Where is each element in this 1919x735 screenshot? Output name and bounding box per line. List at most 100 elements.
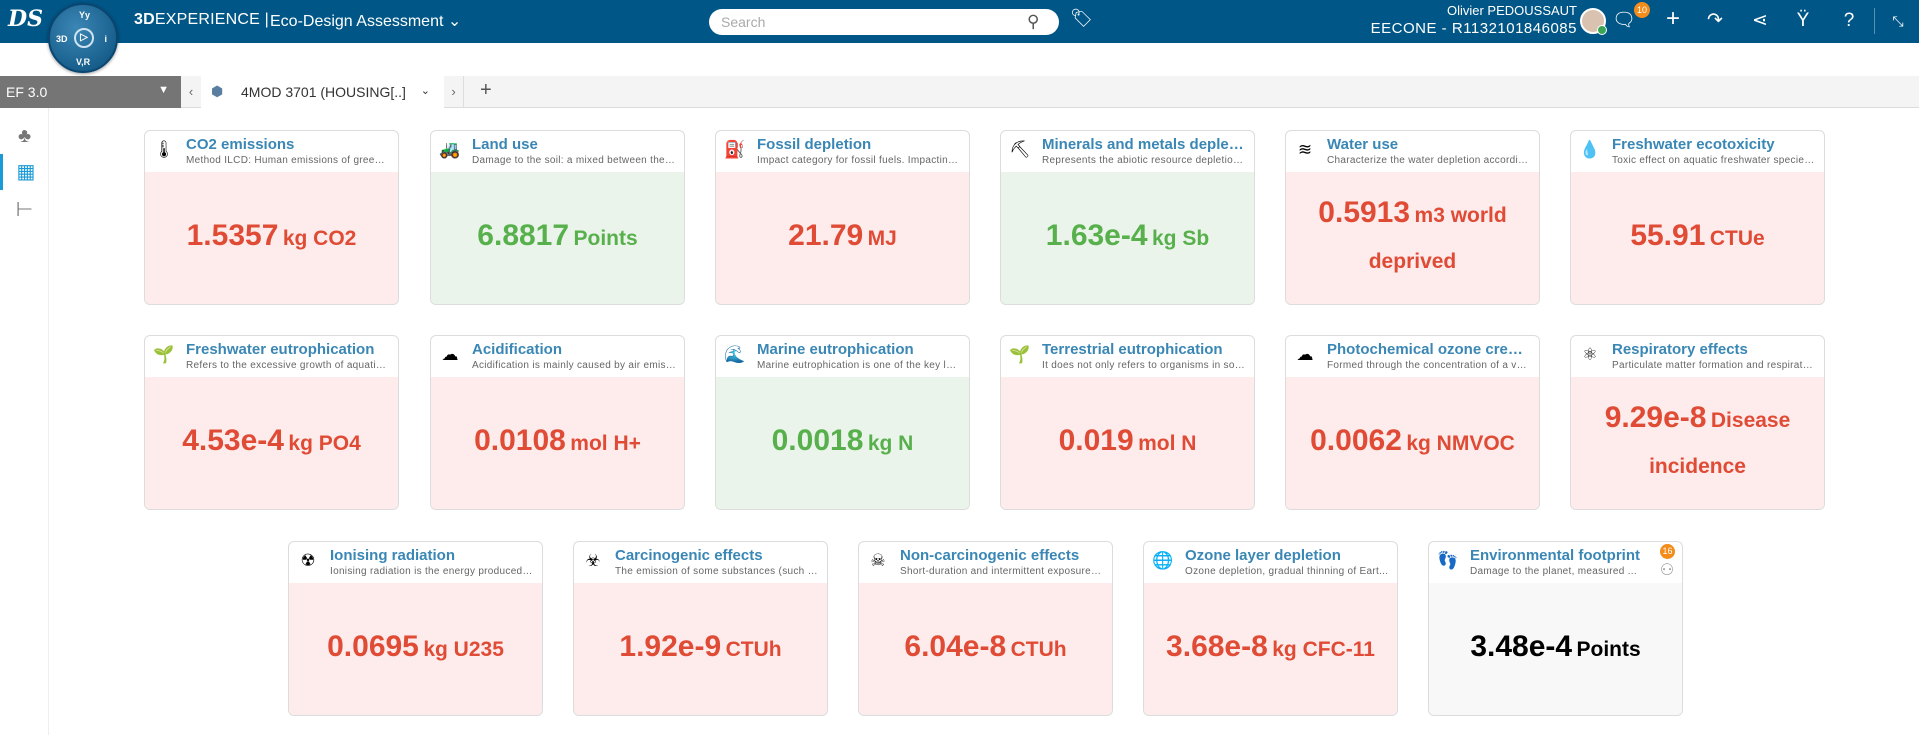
indicator-card[interactable]: ⚛ Respiratory effects Particulate matter… (1570, 335, 1825, 510)
social-share-icon[interactable]: ⋖ (1752, 10, 1768, 31)
tab-prev-button[interactable]: ‹ (188, 84, 194, 99)
compass-right[interactable]: i (104, 34, 107, 44)
card-title[interactable]: Ionising radiation (330, 547, 456, 564)
indicator-card[interactable]: ≋ Water use Characterize the water deple… (1285, 130, 1540, 305)
tree-view-icon[interactable]: ⊢ (15, 199, 34, 221)
indicator-value: 1.92e-9 (619, 629, 722, 663)
card-title[interactable]: Fossil depletion (757, 136, 872, 153)
indicator-card[interactable]: ☁ Photochemical ozone creat... Formed th… (1285, 335, 1540, 510)
card-title[interactable]: Respiratory effects (1612, 341, 1748, 358)
indicator-card[interactable]: 🌡 CO2 emissions Method ILCD: Human emiss… (144, 130, 399, 305)
notifications-icon[interactable]: 🗨 (1612, 10, 1637, 31)
ozone-globe-icon: 🌐 (1152, 551, 1174, 570)
soil-sprout-icon: 🌱 (1009, 345, 1031, 364)
indicator-value: 55.91 (1630, 218, 1706, 252)
indicator-unit: kg CO2 (282, 226, 357, 250)
indicator-card[interactable]: ☠ Non-carcinogenic effects Short-duratio… (858, 541, 1113, 716)
card-title[interactable]: Carcinogenic effects (615, 547, 763, 564)
card-description: Toxic effect on aquatic freshwater speci… (1612, 155, 1816, 166)
card-title[interactable]: Ozone layer depletion (1185, 547, 1341, 564)
indicator-card[interactable]: 🌱 Terrestrial eutrophication It does not… (1000, 335, 1255, 510)
search-box: ⚲ (709, 9, 1059, 35)
app-title-menu[interactable]: Eco-Design Assessment ⌄ (270, 11, 461, 31)
method-select[interactable]: EF 3.0 ▼ (0, 76, 181, 108)
tab-bar: EF 3.0 ▼ ‹ ⬢ 4MOD 3701 (HOUSING[..] ⌄ › + (0, 76, 1919, 108)
indicator-unit: kg Sb (1152, 226, 1210, 250)
card-value-area: 0.5913 m3 world deprived (1286, 172, 1539, 304)
card-title[interactable]: Photochemical ozone creat... (1327, 341, 1531, 358)
avatar[interactable] (1580, 8, 1607, 35)
compass-apps-icon[interactable]: Ÿ (1796, 10, 1810, 31)
indicator-value: 0.0108 (474, 423, 566, 457)
indicator-card[interactable]: 🌐 Ozone layer depletion Ozone depletion,… (1143, 541, 1398, 716)
user-name[interactable]: Olivier PEDOUSSAUT (1446, 3, 1577, 18)
indicator-card[interactable]: ⛏ Minerals and metals deplet... Represen… (1000, 130, 1255, 305)
app-title: Eco-Design Assessment (270, 13, 444, 30)
ozone-cloud-icon: ☁ (1296, 345, 1314, 364)
indicator-card[interactable]: 👣 Environmental footprint Damage to the … (1428, 541, 1683, 716)
card-title[interactable]: Land use (472, 136, 538, 153)
card-value-area: 21.79 MJ (716, 172, 969, 304)
compass-left[interactable]: 3D (56, 34, 68, 44)
card-title[interactable]: Water use (1327, 136, 1399, 153)
indicator-card[interactable]: ☁ Acidification Acidification is mainly … (430, 335, 685, 510)
indicator-card[interactable]: 💧 Freshwater ecotoxicity Toxic effect on… (1570, 130, 1825, 305)
card-title[interactable]: Freshwater ecotoxicity (1612, 136, 1775, 153)
card-value-area: 0.0695 kg U235 (289, 583, 542, 715)
indicator-unit: kg CFC-11 (1272, 637, 1375, 661)
card-header: 🌱 Terrestrial eutrophication It does not… (1001, 336, 1254, 377)
chevron-down-icon[interactable]: ⌄ (420, 85, 430, 97)
indicator-card[interactable]: 🌱 Freshwater eutrophication Refers to th… (144, 335, 399, 510)
card-value-area: 0.0108 mol H+ (431, 377, 684, 509)
indicator-value: 1.5357 (186, 218, 279, 252)
molecule-icon: ⚛ (1582, 345, 1598, 364)
card-title[interactable]: Marine eutrophication (757, 341, 914, 358)
indicator-card[interactable]: ⛽ Fossil depletion Impact category for f… (715, 130, 970, 305)
indicator-card[interactable]: ☢ Ionising radiation Ionising radiation … (288, 541, 543, 716)
card-description: Particulate matter formation and respira… (1612, 360, 1816, 371)
top-bar: DS Yy 3D i V,R ▷ 3DEXPERIENCE | Eco-Desi… (0, 0, 1919, 73)
radiation-icon: ☢ (300, 551, 316, 570)
indicator-unit: mol N (1138, 431, 1197, 455)
indicator-card[interactable]: ☣ Carcinogenic effects The emission of s… (573, 541, 828, 716)
card-title[interactable]: Minerals and metals deplet... (1042, 136, 1246, 153)
help-icon[interactable]: ? (1843, 10, 1855, 31)
hierarchy-view-icon[interactable]: ♣ (17, 125, 32, 147)
indicator-card[interactable]: 🚜 Land use Damage to the soil: a mixed b… (430, 130, 685, 305)
card-title[interactable]: CO2 emissions (186, 136, 295, 153)
compass-bottom[interactable]: V,R (76, 57, 91, 67)
hierarchy-icon[interactable]: ⚇ (1659, 562, 1675, 579)
tenant-id[interactable]: EECONE - R1132101846085 (1370, 20, 1577, 37)
card-title[interactable]: Terrestrial eutrophication (1042, 341, 1223, 358)
card-title[interactable]: Freshwater eutrophication (186, 341, 375, 358)
tab-next-button[interactable]: › (444, 76, 464, 108)
card-header: 🚜 Land use Damage to the soil: a mixed b… (431, 131, 684, 172)
card-title[interactable]: Environmental footprint (1470, 547, 1640, 564)
indicator-unit: kg N (867, 431, 914, 455)
card-title[interactable]: Non-carcinogenic effects (900, 547, 1080, 564)
card-header: ⚛ Respiratory effects Particulate matter… (1571, 336, 1824, 377)
share-icon[interactable]: ↷ (1707, 10, 1723, 31)
tag-icon[interactable]: 🏷 (1070, 8, 1093, 28)
card-header: ⛽ Fossil depletion Impact category for f… (716, 131, 969, 172)
card-value-area: 6.8817 Points (431, 172, 684, 304)
card-value-area: 0.0062 kg NMVOC (1286, 377, 1539, 509)
sidebar: ♣ ▦ ⊢ (0, 108, 49, 735)
indicator-unit: mol H+ (570, 431, 641, 455)
play-icon[interactable]: ▷ (74, 28, 94, 48)
card-header: ☁ Acidification Acidification is mainly … (431, 336, 684, 377)
compass-top[interactable]: Yy (79, 10, 91, 20)
card-value-area: 1.92e-9 CTUh (574, 583, 827, 715)
card-header: 💧 Freshwater ecotoxicity Toxic effect on… (1571, 131, 1824, 172)
grid-view-icon[interactable]: ▦ (0, 154, 49, 190)
search-icon[interactable]: ⚲ (1027, 12, 1040, 31)
card-description: Short-duration and intermittent exposure… (900, 566, 1104, 577)
tab-4mod-3701[interactable]: ⬢ 4MOD 3701 (HOUSING[..] ⌄ (201, 76, 444, 108)
card-title[interactable]: Acidification (472, 341, 563, 358)
add-icon[interactable]: + (1665, 5, 1680, 32)
search-input[interactable] (709, 9, 1019, 35)
compass-button[interactable]: Yy 3D i V,R ▷ (48, 3, 118, 73)
indicator-card[interactable]: 🌊 Marine eutrophication Marine eutrophic… (715, 335, 970, 510)
fullscreen-icon[interactable]: ⤡ (1892, 13, 1904, 29)
add-tab-button[interactable]: + (480, 79, 492, 101)
